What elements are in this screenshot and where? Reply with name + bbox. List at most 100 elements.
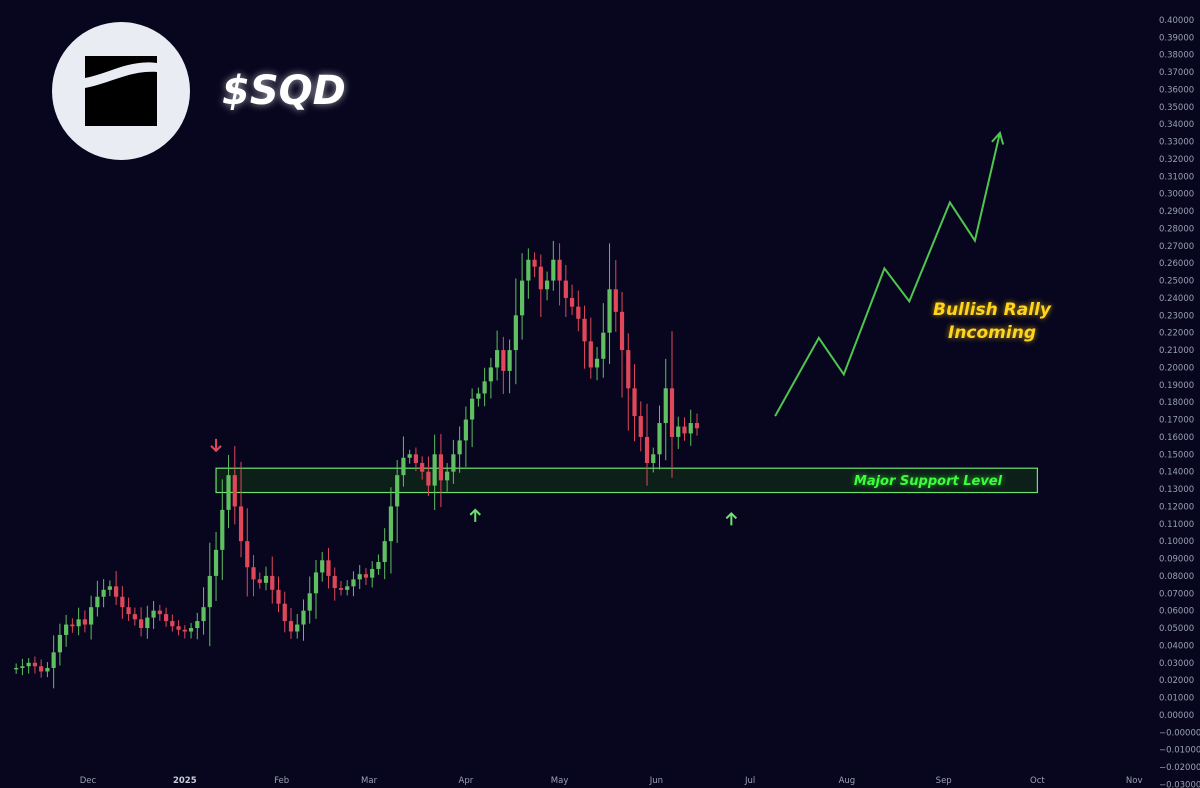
candle (138, 607, 144, 637)
y-tick-label: 0.19000 (1159, 381, 1194, 391)
candle-body (163, 614, 169, 622)
candle (213, 531, 219, 601)
candle-body (644, 436, 650, 463)
candle (114, 571, 119, 606)
candle-body (107, 586, 112, 590)
candle (694, 413, 700, 436)
candle (157, 604, 162, 621)
candle-body (251, 567, 256, 580)
y-tick-label: 0.29000 (1159, 207, 1194, 217)
y-tick-label: 0.16000 (1159, 433, 1194, 443)
projection-arrowhead (991, 130, 1005, 145)
candle (594, 346, 600, 381)
candle-body (307, 593, 312, 611)
candle (601, 303, 606, 378)
x-tick-label: Jul (744, 776, 755, 786)
candle-body (176, 626, 181, 630)
support-zone-group (215, 467, 1038, 494)
y-tick-label: 0.05000 (1159, 624, 1194, 634)
candle (220, 479, 225, 581)
candle (332, 567, 337, 601)
candle-body (263, 575, 269, 583)
y-tick-label: 0.31000 (1159, 172, 1194, 182)
candle (226, 454, 231, 529)
ticker-title: $SQD (222, 68, 346, 114)
candle (626, 333, 631, 431)
candle-body (376, 562, 381, 569)
candle-body (507, 350, 512, 371)
candle (445, 463, 450, 492)
candle (170, 614, 175, 632)
y-tick-label: 0.09000 (1159, 555, 1194, 565)
y-tick-label: 0.36000 (1159, 85, 1194, 95)
candle-body (413, 454, 419, 463)
candle (632, 364, 637, 442)
candle-body (195, 621, 200, 629)
candle (532, 252, 537, 278)
candle (488, 357, 493, 399)
candle (576, 290, 581, 332)
candle-body (544, 280, 550, 290)
candle-body (326, 560, 331, 576)
candle-body (395, 475, 400, 507)
candle-body (270, 575, 275, 590)
candle-body (370, 568, 375, 578)
candle-body (401, 457, 406, 476)
bullish-label-line2: Incoming (948, 323, 1036, 343)
candle-body (26, 662, 31, 667)
candle (370, 561, 375, 588)
candle-body (551, 259, 556, 281)
x-tick-label: Dec (80, 776, 97, 786)
candle-body (201, 607, 206, 622)
candle-body (188, 628, 194, 632)
candle-body (626, 350, 631, 389)
candle-body (207, 575, 212, 608)
y-tick-label: 0.10000 (1159, 537, 1194, 547)
candle (457, 426, 462, 473)
candle-body (70, 624, 75, 627)
y-tick-label: 0.33000 (1159, 138, 1194, 148)
candle-body (357, 574, 362, 580)
candle-body (463, 419, 468, 441)
candle-body (363, 574, 369, 578)
candle (238, 461, 244, 558)
y-tick-label: 0.14000 (1159, 468, 1194, 478)
candle (363, 568, 369, 585)
candle-body (89, 607, 94, 625)
candle-body (451, 454, 456, 472)
x-tick-label: 2025 (173, 776, 197, 786)
candle (376, 554, 381, 575)
y-tick-label: 0.35000 (1159, 103, 1194, 113)
candle (95, 580, 100, 617)
candle (263, 566, 269, 591)
candle-body (613, 289, 618, 312)
bullish-label-line1: Bullish Rally (933, 300, 1052, 320)
y-tick-label: 0.23000 (1159, 311, 1194, 321)
candle (501, 336, 506, 395)
candle (120, 586, 125, 619)
y-tick-label: 0.39000 (1159, 33, 1194, 43)
x-tick-label: Apr (459, 776, 474, 786)
candle (663, 358, 668, 461)
arrow-head (210, 445, 222, 453)
candle (107, 580, 112, 597)
y-tick-label: 0.25000 (1159, 277, 1194, 287)
x-axis[interactable]: Dec 2025 Feb Mar Apr May Jun Jul Aug Sep Oct Nov (80, 776, 1143, 786)
candle-body (126, 607, 131, 615)
candle-body (182, 629, 187, 632)
candle-body (313, 572, 319, 594)
candle (432, 434, 437, 510)
x-tick-label: Sep (936, 776, 952, 786)
candle-body (651, 454, 656, 463)
candle (395, 459, 400, 543)
y-axis[interactable]: 0.40000 0.39000 0.38000 0.37000 0.36000 0.350… (1159, 16, 1200, 788)
y-tick-label: 0.12000 (1159, 502, 1194, 512)
candle (357, 565, 362, 590)
candle (507, 339, 512, 394)
candle (201, 587, 206, 635)
candle-body (120, 596, 125, 608)
candle (70, 618, 75, 633)
candle (76, 607, 81, 636)
candle (638, 401, 643, 452)
